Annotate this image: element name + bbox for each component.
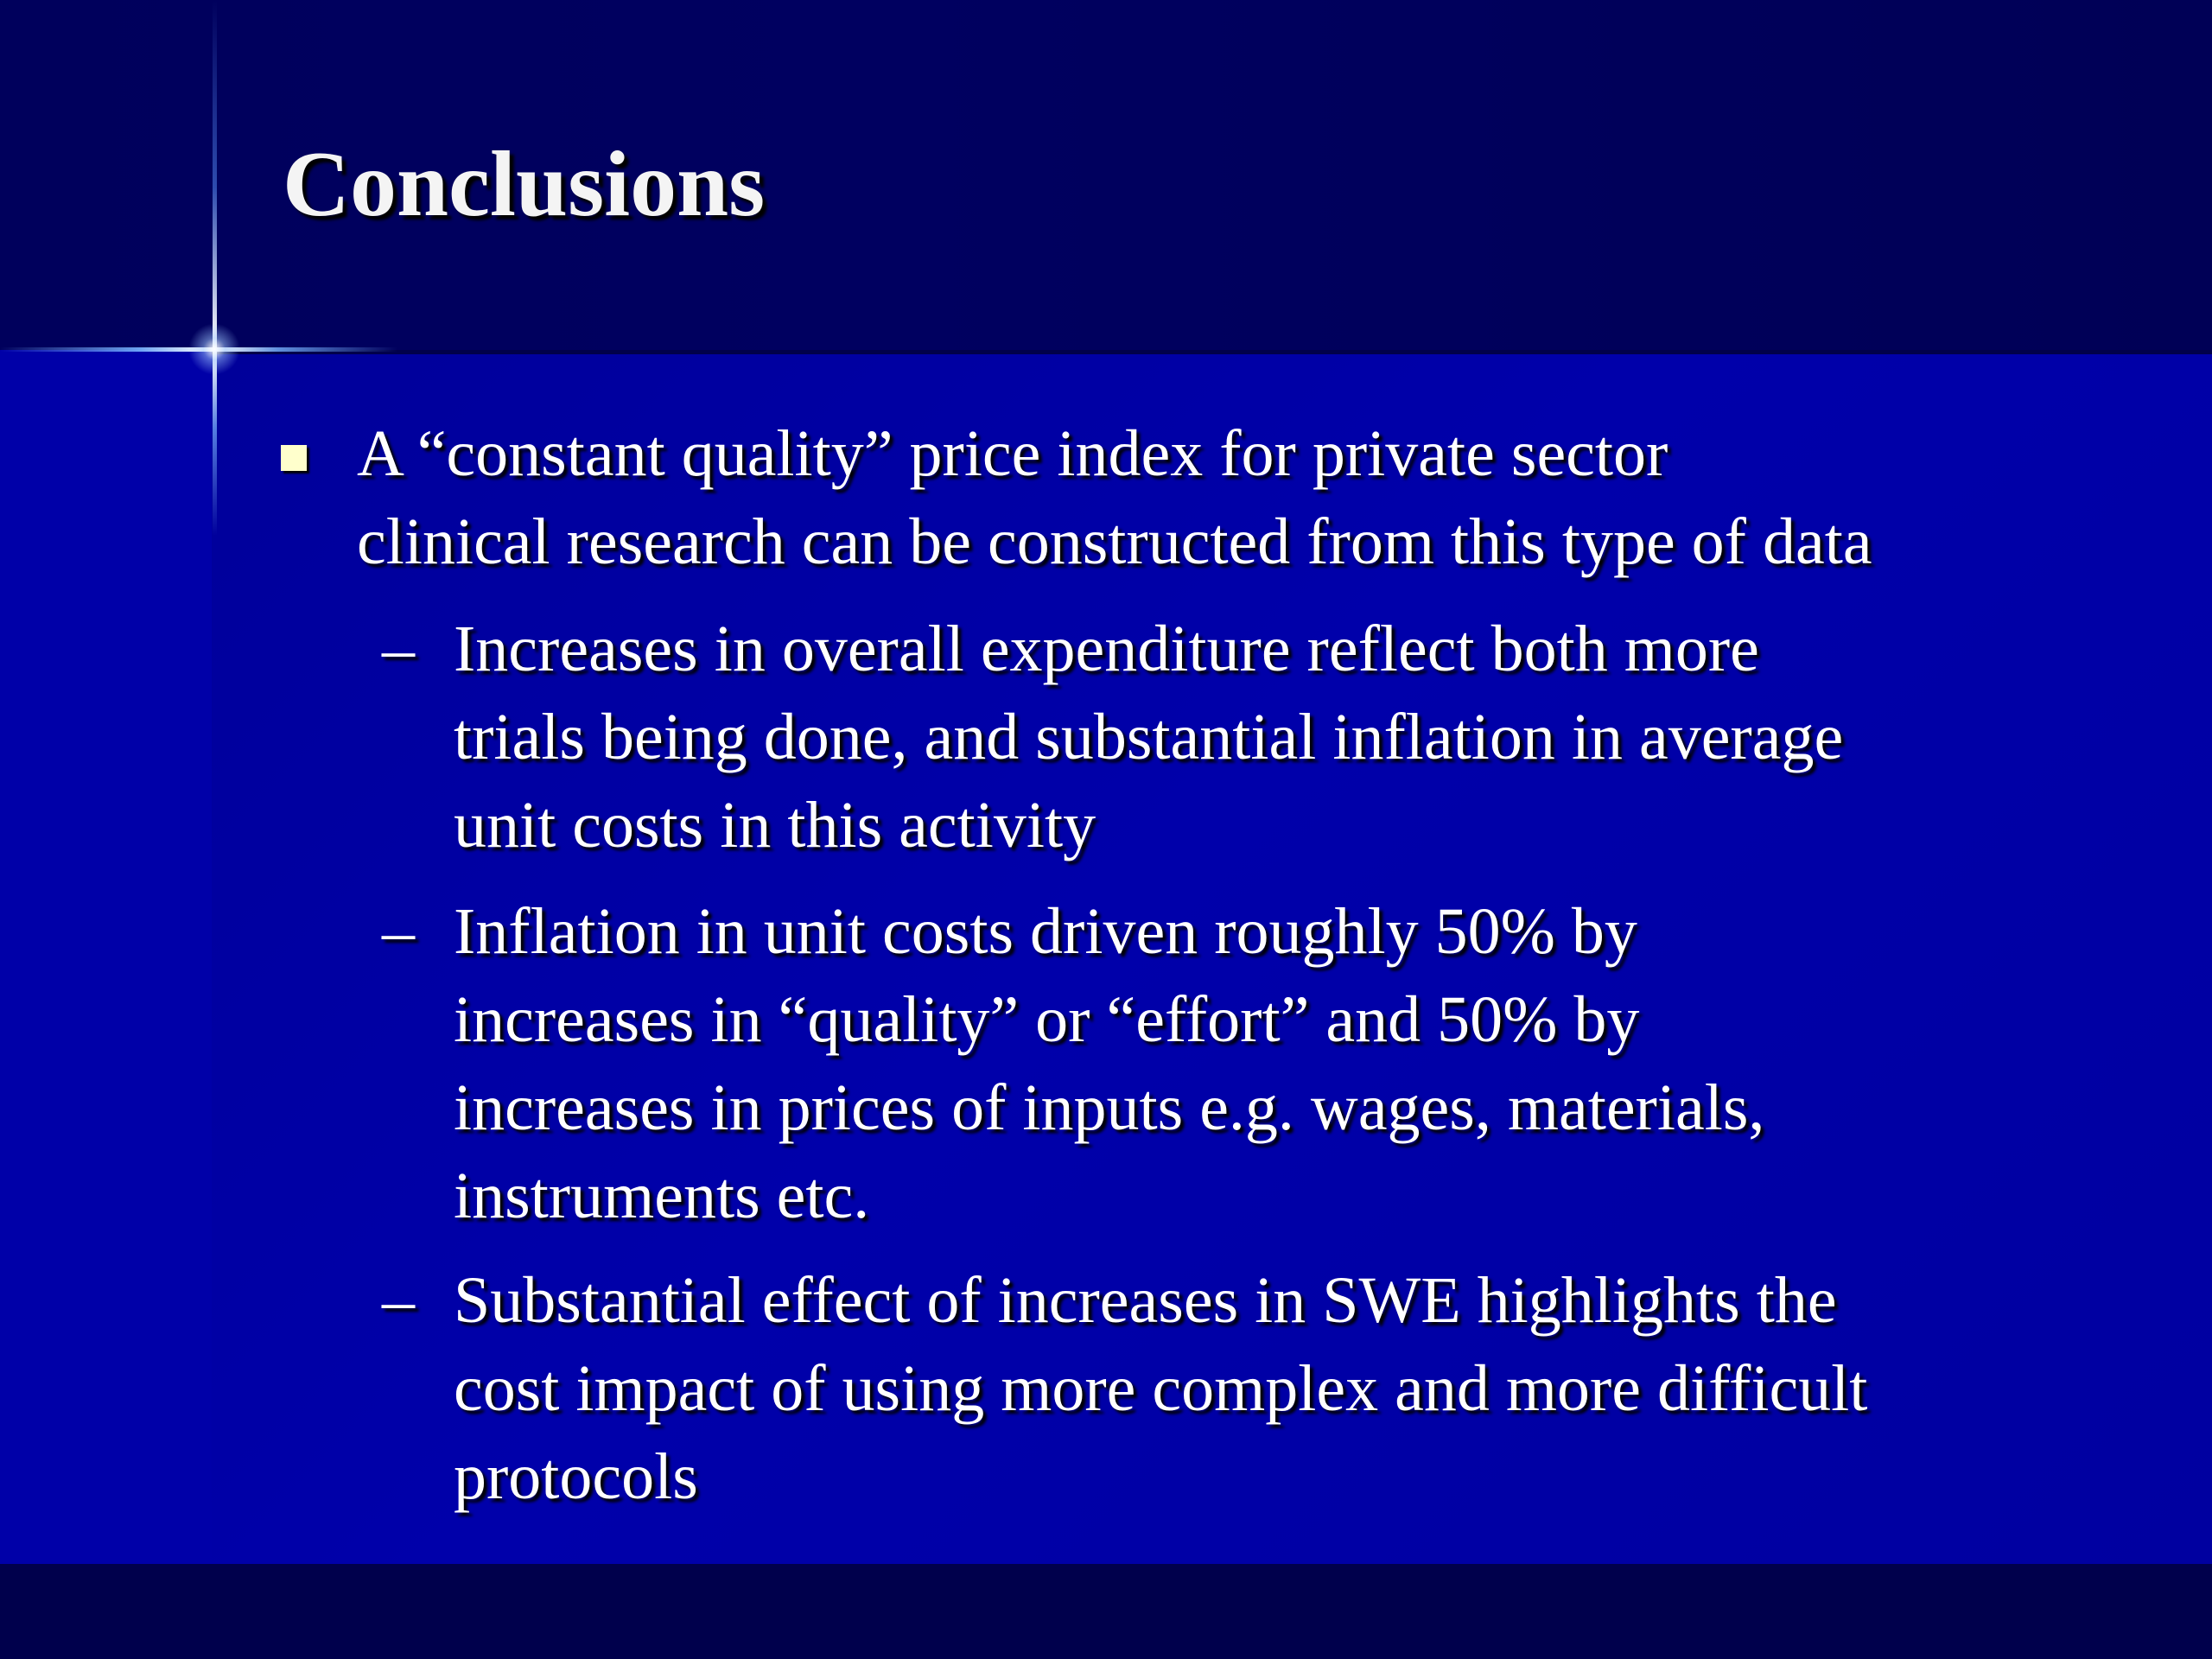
slide-title: Conclusions xyxy=(283,133,766,236)
sub-bullet-dash-icon: – xyxy=(382,613,415,685)
top-band xyxy=(0,0,2212,350)
left-strip xyxy=(0,350,212,1564)
sub-bullet-line: unit costs in this activity xyxy=(454,789,1096,861)
sub-bullet-dash-icon: – xyxy=(382,1264,415,1337)
sub-bullet-line: instruments etc. xyxy=(454,1160,870,1232)
bottom-band xyxy=(0,1564,2212,1659)
sub-bullet-line: increases in prices of inputs e.g. wages… xyxy=(454,1071,1765,1144)
lens-flare-vertical xyxy=(213,0,217,536)
lens-flare-glow xyxy=(188,323,240,375)
sub-bullet-line: Inflation in unit costs driven roughly 5… xyxy=(454,895,1637,968)
sub-bullet-line: protocols xyxy=(454,1440,698,1513)
sub-bullet-line: increases in “quality” or “effort” and 5… xyxy=(454,983,1640,1056)
sub-bullet-line: Increases in overall expenditure reflect… xyxy=(454,613,1759,685)
content-panel xyxy=(212,354,2212,1564)
sub-bullet-line: Substantial effect of increases in SWE h… xyxy=(454,1264,1837,1337)
bullet-square-icon xyxy=(281,445,307,471)
sub-bullet-line: trials being done, and substantial infla… xyxy=(454,701,1844,773)
sub-bullet-dash-icon: – xyxy=(382,895,415,968)
bullet-line: clinical research can be constructed fro… xyxy=(357,505,1872,578)
bullet-line: A “constant quality” price index for pri… xyxy=(357,417,1669,490)
sub-bullet-line: cost impact of using more complex and mo… xyxy=(454,1352,1868,1425)
